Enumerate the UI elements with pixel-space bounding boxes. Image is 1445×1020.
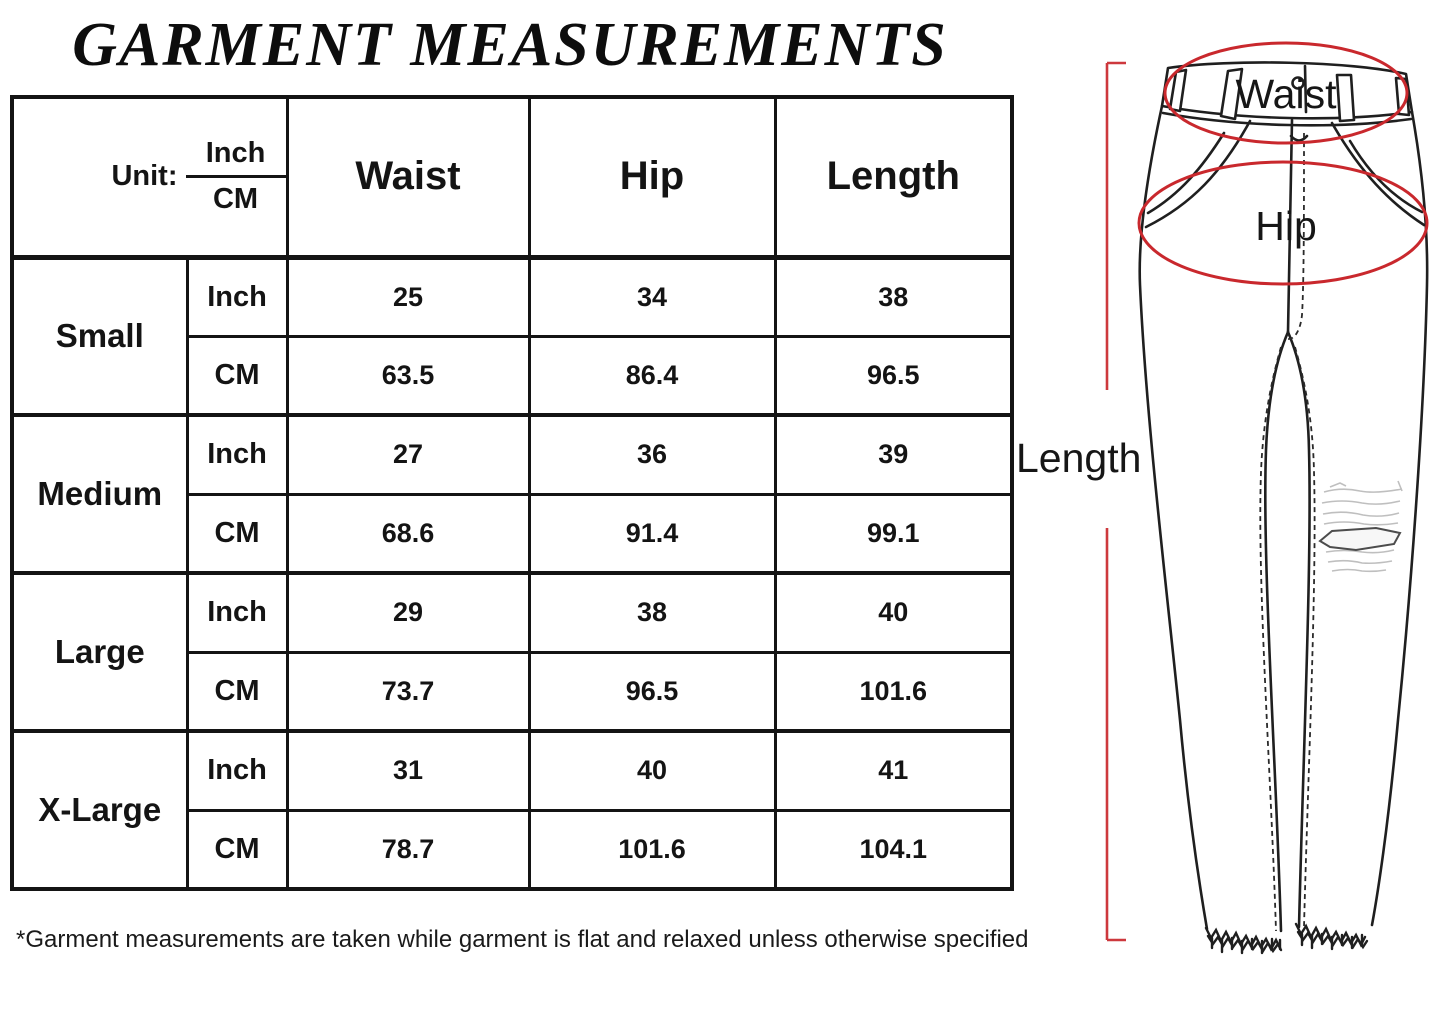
size-label-medium: Medium bbox=[10, 413, 189, 575]
measurement-cell: 27 bbox=[285, 413, 531, 496]
right-pocket bbox=[1330, 121, 1426, 227]
measurement-cell: 96.5 bbox=[527, 651, 777, 733]
measurement-cell: 99.1 bbox=[773, 493, 1014, 575]
belt-loop bbox=[1335, 73, 1356, 123]
jeans-button bbox=[1291, 76, 1305, 90]
waist-ellipse bbox=[1163, 41, 1409, 145]
unit-label: Unit: bbox=[111, 160, 178, 193]
measurement-cell: 101.6 bbox=[527, 809, 777, 891]
page-title: GARMENT MEASUREMENTS bbox=[72, 11, 948, 79]
measurement-cell: 86.4 bbox=[527, 335, 777, 417]
length-line bbox=[1105, 61, 1126, 942]
unit-option-inch: Inch bbox=[185, 135, 284, 179]
measurement-cell: 25 bbox=[285, 255, 531, 338]
measurement-cell: 63.5 bbox=[285, 335, 531, 417]
measurement-cell: 29 bbox=[285, 571, 531, 654]
measurement-cell: 38 bbox=[773, 255, 1014, 338]
unit-option-cm: CM bbox=[212, 183, 259, 216]
size-label-small: Small bbox=[10, 255, 189, 417]
measurement-annotations bbox=[1105, 41, 1429, 942]
table-row: Medium Inch 27 36 39 bbox=[10, 413, 1014, 575]
jeans-measurement-diagram: Waist Hip Length bbox=[1016, 41, 1429, 955]
measurement-cell: 68.6 bbox=[285, 493, 531, 575]
unit-row-label: CM bbox=[185, 651, 289, 733]
unit-row-label: CM bbox=[185, 493, 289, 575]
diagram-labels: Waist Hip Length bbox=[1016, 71, 1337, 481]
unit-row-label: CM bbox=[185, 809, 289, 891]
size-label-xlarge: X-Large bbox=[10, 729, 189, 891]
table-row: X-Large Inch 31 40 41 bbox=[10, 729, 1014, 891]
measurement-cell: 101.6 bbox=[773, 651, 1014, 733]
measurement-cell: 39 bbox=[773, 413, 1014, 496]
unit-row-label: Inch bbox=[185, 729, 289, 812]
unit-row-label: Inch bbox=[185, 571, 289, 654]
hip-ellipse bbox=[1137, 160, 1429, 286]
footnote: *Garment measurements are taken while ga… bbox=[16, 926, 1029, 953]
jeans-outline bbox=[1138, 61, 1429, 933]
table-row: CM 78.7 101.6 104.1 bbox=[12, 809, 1014, 891]
belt-loop bbox=[1219, 67, 1244, 121]
measurement-cell: 78.7 bbox=[285, 809, 531, 891]
table-row: Large Inch 29 38 40 bbox=[10, 571, 1014, 733]
left-pocket bbox=[1144, 119, 1252, 229]
belt-loop bbox=[1168, 68, 1188, 113]
measurement-cell: 38 bbox=[527, 571, 777, 654]
length-label: Length bbox=[1016, 435, 1141, 481]
frayed-hems bbox=[1204, 922, 1369, 955]
distressed-patch bbox=[1321, 480, 1403, 573]
measurement-cell: 31 bbox=[285, 729, 531, 812]
col-header-length: Length bbox=[773, 95, 1014, 260]
size-label-large: Large bbox=[10, 571, 189, 733]
measurement-cell: 41 bbox=[773, 729, 1014, 812]
col-header-hip: Hip bbox=[527, 95, 777, 260]
distressed-slash bbox=[1318, 526, 1402, 552]
table-row: CM 63.5 86.4 96.5 bbox=[12, 335, 1014, 417]
hip-label: Hip bbox=[1255, 203, 1317, 249]
measurement-cell: 34 bbox=[527, 255, 777, 338]
unit-fraction: Inch CM bbox=[185, 135, 284, 218]
table-row: CM 68.6 91.4 99.1 bbox=[12, 493, 1014, 575]
header-row: Unit: Inch CM Waist Hip Length bbox=[10, 95, 1014, 260]
unit-row-label: Inch bbox=[185, 255, 289, 338]
table-row: Small Inch 25 34 38 bbox=[10, 255, 1014, 417]
jeans-stitching bbox=[1259, 132, 1316, 932]
unit-row-label: Inch bbox=[185, 413, 289, 496]
col-header-waist: Waist bbox=[285, 95, 531, 260]
measurement-cell: 104.1 bbox=[773, 809, 1014, 891]
table-row: CM 73.7 96.5 101.6 bbox=[12, 651, 1014, 733]
unit-header-cell: Unit: Inch CM bbox=[10, 95, 289, 260]
unit-row-label: CM bbox=[185, 335, 289, 417]
measurement-cell: 40 bbox=[527, 729, 777, 812]
measurement-cell: 96.5 bbox=[773, 335, 1014, 417]
waist-label: Waist bbox=[1236, 71, 1338, 117]
size-chart-table: Unit: Inch CM Waist Hip Length Small Inc… bbox=[10, 95, 1014, 891]
unit-selector: Unit: Inch CM bbox=[15, 135, 284, 218]
measurement-cell: 36 bbox=[527, 413, 777, 496]
measurement-cell: 91.4 bbox=[527, 493, 777, 575]
measurement-cell: 40 bbox=[773, 571, 1014, 654]
fly-seam bbox=[1286, 118, 1294, 334]
measurement-cell: 73.7 bbox=[285, 651, 531, 733]
